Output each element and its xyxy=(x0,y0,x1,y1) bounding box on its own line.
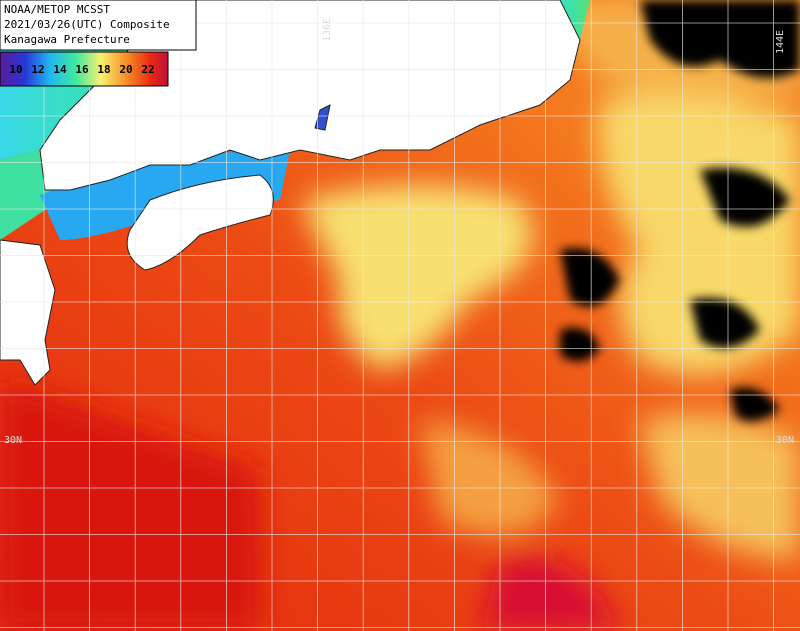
color-bar xyxy=(0,51,169,87)
legend-label: 18 xyxy=(97,63,110,76)
cloud-mask xyxy=(560,0,800,422)
color-legend: 10 12 14 16 18 20 22 xyxy=(9,63,154,76)
legend-label: 16 xyxy=(75,63,89,76)
legend-label: 12 xyxy=(31,63,44,76)
lat-label: 30N xyxy=(776,435,794,446)
header-box xyxy=(0,0,197,51)
legend-label: 20 xyxy=(119,63,132,76)
lat-label: 30N xyxy=(4,435,22,446)
lon-label: 136E xyxy=(322,18,333,42)
header-line: 2021/03/26(UTC) Composite xyxy=(4,18,170,31)
lon-label: 144E xyxy=(775,30,786,54)
legend-label: 10 xyxy=(9,63,22,76)
header-line: NOAA/METOP MCSST xyxy=(4,3,110,16)
header-line: Kanagawa Prefecture xyxy=(4,33,130,46)
sea-north xyxy=(540,0,590,40)
legend-label: 22 xyxy=(141,63,154,76)
legend-label: 14 xyxy=(53,63,67,76)
